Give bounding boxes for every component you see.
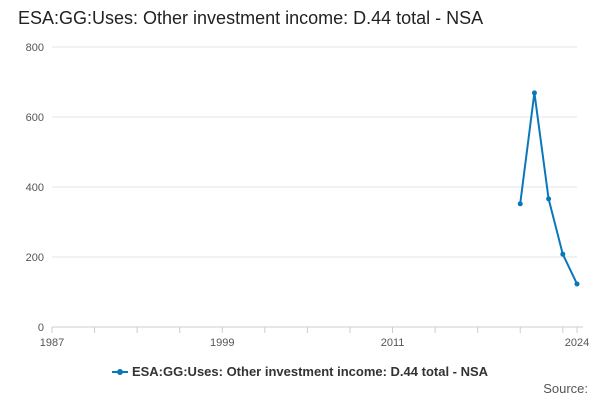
y-tick-label: 0 <box>38 322 44 334</box>
legend[interactable]: ESA:GG:Uses: Other investment income: D.… <box>0 364 600 379</box>
data-point[interactable] <box>546 196 552 202</box>
data-point[interactable] <box>560 251 566 257</box>
legend-label[interactable]: ESA:GG:Uses: Other investment income: D.… <box>131 364 489 379</box>
source-label: Source: <box>543 381 588 396</box>
series-line <box>519 91 578 285</box>
y-tick-label: 400 <box>26 182 44 194</box>
y-tick-label: 600 <box>26 112 44 124</box>
x-tick-label: 1999 <box>210 337 234 349</box>
data-point[interactable] <box>517 201 523 207</box>
data-point[interactable] <box>574 281 580 287</box>
x-axis-ticks: 1987 1999 2011 2024 <box>40 337 589 349</box>
y-tick-label: 800 <box>26 42 44 54</box>
x-tick-label: 2011 <box>381 337 405 349</box>
x-tick-label: 1987 <box>40 337 64 349</box>
legend-line-icon <box>111 368 128 375</box>
y-axis-ticks: 0 200 400 600 800 <box>26 42 44 334</box>
x-axis <box>51 326 583 333</box>
gridlines <box>52 46 577 258</box>
chart-title: ESA:GG:Uses: Other investment income: D.… <box>18 8 484 28</box>
data-point[interactable] <box>531 90 537 96</box>
y-tick-label: 200 <box>26 252 44 264</box>
series-layer <box>517 90 580 287</box>
x-tick-label: 2024 <box>565 337 589 349</box>
